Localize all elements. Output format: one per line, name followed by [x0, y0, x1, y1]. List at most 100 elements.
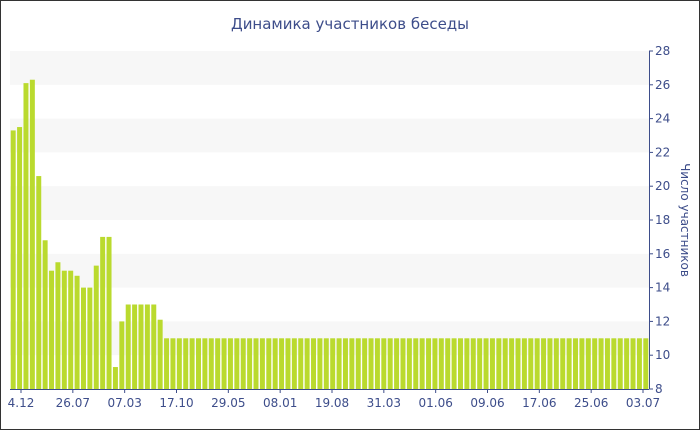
x-tick-label: 17.06	[522, 396, 556, 410]
x-tick-label: 07.03	[107, 396, 141, 410]
y-tick-label: 20	[655, 179, 670, 193]
bar	[336, 338, 342, 389]
bar	[106, 236, 112, 389]
bar	[221, 338, 227, 389]
y-tick-label: 28	[655, 44, 670, 58]
bar	[636, 338, 642, 389]
bar	[202, 338, 208, 389]
bar	[458, 338, 463, 389]
bar	[311, 338, 317, 389]
x-tick-label: 08.01	[263, 396, 297, 410]
bar	[630, 338, 636, 389]
bar	[227, 338, 233, 389]
bar	[573, 338, 578, 389]
y-axis-ticks: 8 10 12 14 16 18 20 22 24 26 28	[649, 44, 670, 396]
bar	[419, 338, 425, 389]
bar	[585, 338, 591, 389]
x-axis-ticks: 4.12 26.07 07.03 17.10 29.05 08.01 19.08 31.03 0…	[8, 389, 660, 410]
bar	[100, 236, 106, 389]
y-tick-label: 14	[655, 281, 670, 295]
bar	[74, 275, 80, 389]
x-tick-label: 25.06	[574, 396, 608, 410]
bar	[189, 338, 195, 389]
bar	[176, 338, 182, 389]
bar	[215, 338, 221, 389]
y-tick-label: 18	[655, 213, 670, 227]
bar	[509, 338, 515, 389]
y-tick-label: 22	[655, 145, 670, 159]
bar	[528, 338, 534, 389]
bars	[10, 79, 649, 390]
bar	[10, 130, 16, 389]
bar	[451, 338, 457, 389]
bar	[496, 338, 502, 389]
bar	[643, 338, 649, 389]
bar	[234, 338, 240, 389]
grid-band	[10, 253, 649, 288]
bar	[413, 338, 419, 389]
y-tick-label: 26	[655, 78, 670, 92]
bar	[483, 338, 489, 389]
bar	[55, 262, 61, 389]
bar	[170, 338, 176, 389]
bar	[125, 304, 131, 389]
bar	[247, 338, 253, 389]
bar	[330, 338, 336, 389]
bar	[381, 338, 387, 389]
bar	[374, 338, 380, 389]
bar	[87, 287, 93, 389]
x-tick-label: 4.12	[8, 396, 35, 410]
x-tick-label: 29.05	[211, 396, 245, 410]
bar	[521, 338, 527, 389]
bar	[29, 79, 35, 389]
bar	[285, 338, 291, 389]
x-tick-label: 19.08	[315, 396, 349, 410]
bar	[240, 338, 246, 389]
bar	[112, 367, 118, 389]
bar	[23, 83, 29, 390]
bar	[566, 338, 572, 389]
bar	[304, 338, 310, 389]
bar	[394, 338, 400, 389]
grid-band	[10, 186, 649, 220]
bar	[432, 338, 438, 389]
x-tick-label: 09.06	[470, 396, 504, 410]
y-tick-label: 10	[655, 348, 670, 362]
bar	[42, 240, 48, 389]
y-tick-label: 16	[655, 247, 670, 261]
bar	[624, 338, 630, 389]
bar	[157, 319, 163, 389]
bar	[17, 127, 23, 390]
grid-band	[10, 321, 649, 356]
bar	[164, 338, 170, 389]
x-tick-label: 17.10	[159, 396, 193, 410]
bar	[80, 287, 86, 389]
bar	[387, 338, 393, 389]
bar	[342, 338, 348, 389]
x-tick-label: 03.07	[626, 396, 660, 410]
bar	[298, 338, 304, 389]
bar	[598, 338, 604, 389]
bar	[362, 338, 368, 389]
bar	[355, 338, 361, 389]
bar	[266, 338, 272, 389]
bar	[502, 338, 508, 389]
chart-title: Динамика участников беседы	[231, 15, 469, 33]
background-bands	[10, 51, 649, 356]
bar	[400, 338, 406, 389]
bar	[208, 338, 214, 389]
bar	[560, 338, 566, 389]
bar	[426, 338, 432, 389]
bar	[272, 338, 278, 389]
bar	[534, 338, 540, 389]
bar	[323, 338, 329, 389]
bar	[464, 338, 470, 389]
bar	[406, 338, 412, 389]
bar	[68, 270, 74, 389]
grid-band	[10, 118, 649, 153]
bar	[541, 338, 547, 389]
bar	[36, 176, 42, 389]
bar	[604, 338, 610, 389]
bar	[291, 338, 297, 389]
y-tick-label: 24	[655, 112, 670, 126]
